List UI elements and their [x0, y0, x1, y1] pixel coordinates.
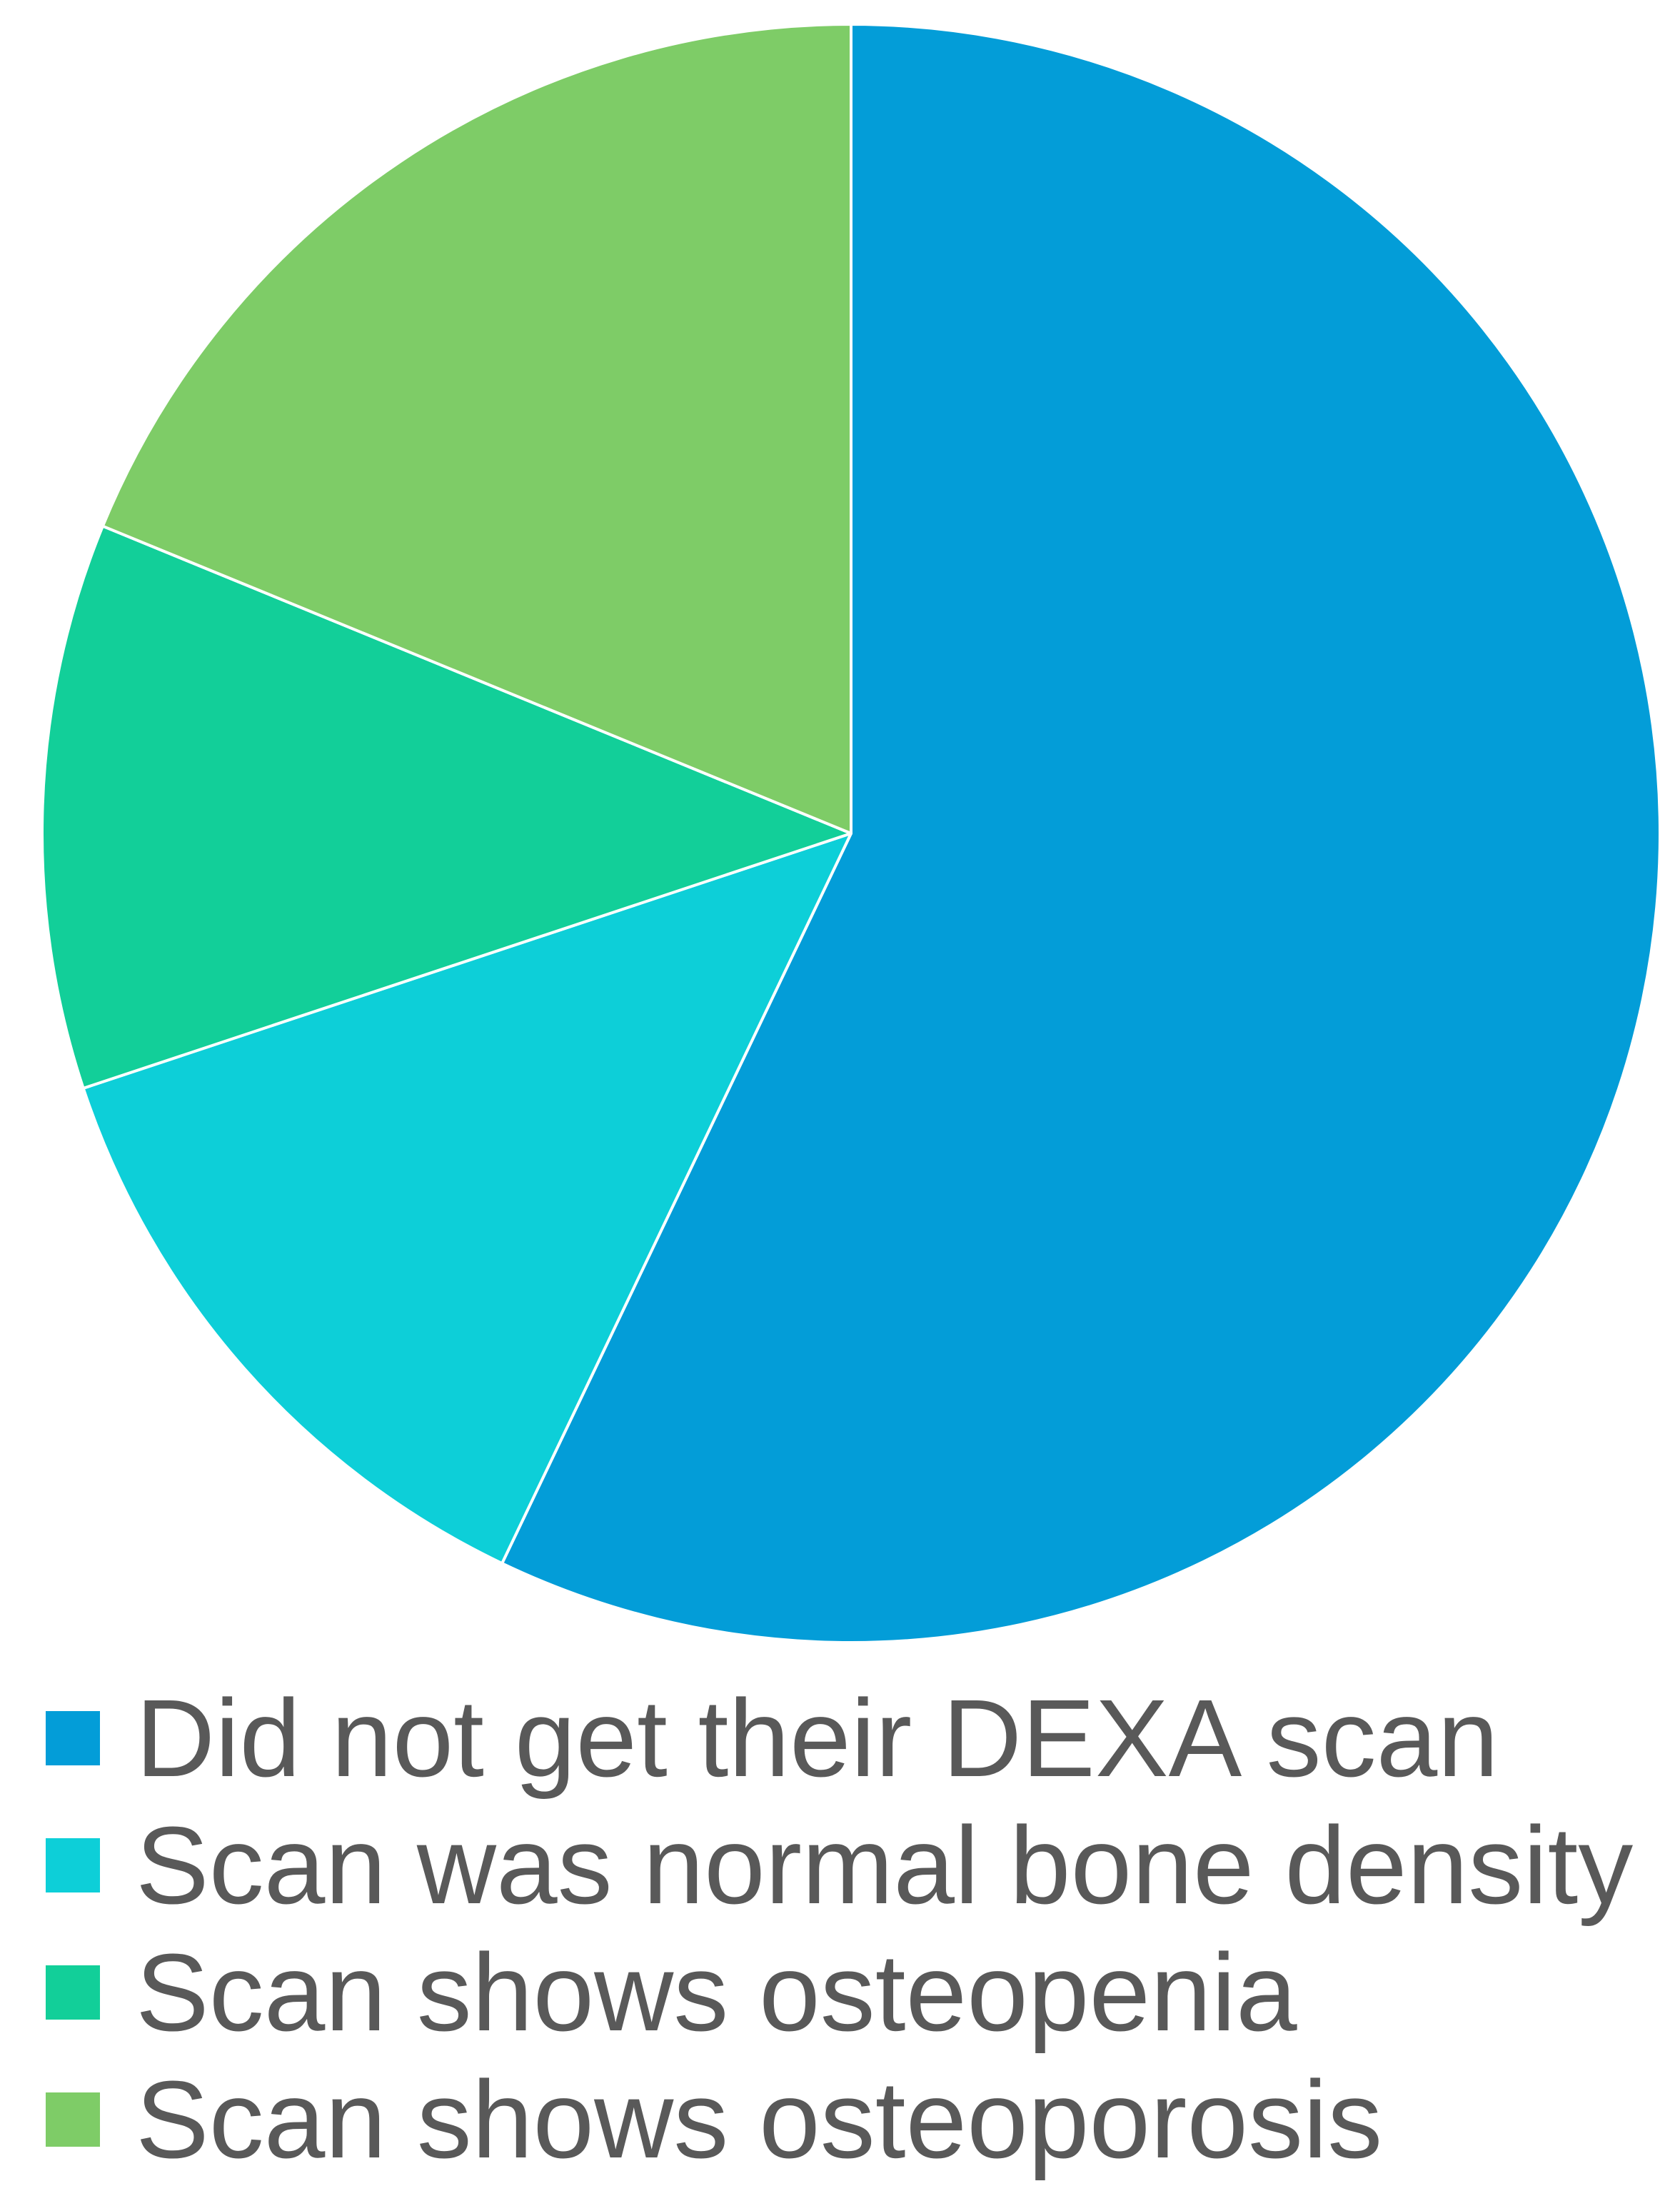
pie-slice: [81, 832, 852, 1565]
legend-swatch: [46, 1711, 100, 1765]
chart-legend: Did not get their DEXA scan Scan was nor…: [46, 1675, 1680, 2183]
legend-label: Scan shows osteoporosis: [136, 2058, 1383, 2181]
pie-chart: [41, 23, 1661, 1644]
pie-slice: [101, 23, 852, 835]
pie-slice: [41, 524, 852, 1090]
pie-slice: [501, 23, 1661, 1644]
legend-label: Scan was normal bone density: [136, 1804, 1634, 1927]
legend-item: Did not get their DEXA scan: [46, 1675, 1680, 1802]
legend-item: Scan shows osteopenia: [46, 1929, 1680, 2056]
legend-item: Scan was normal bone density: [46, 1802, 1680, 1929]
legend-label: Did not get their DEXA scan: [136, 1677, 1499, 1800]
legend-item: Scan shows osteoporosis: [46, 2056, 1680, 2183]
legend-swatch: [46, 1838, 100, 1892]
legend-label: Scan shows osteopenia: [136, 1931, 1297, 2054]
legend-swatch: [46, 2092, 100, 2147]
legend-swatch: [46, 1965, 100, 2020]
